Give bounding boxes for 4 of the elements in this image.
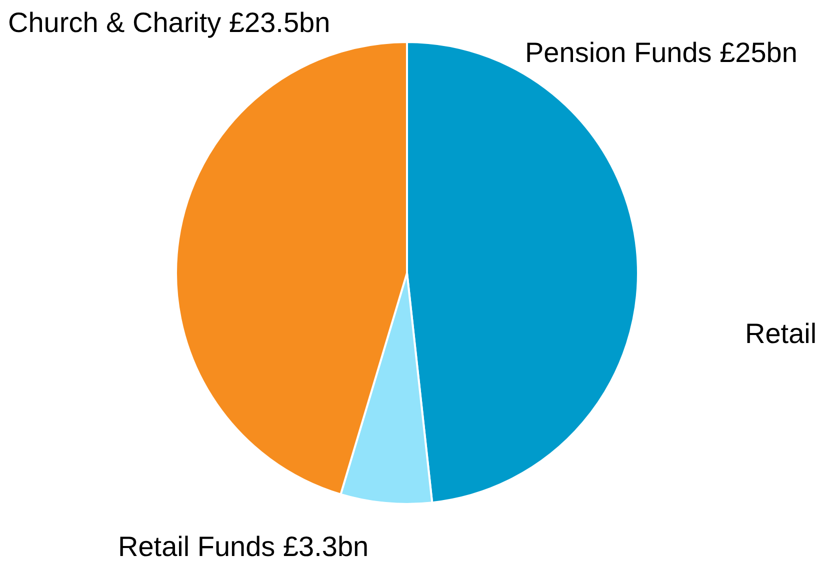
text: Retail bbox=[745, 318, 817, 349]
slice-label: Retail Funds £3.3bn bbox=[118, 531, 369, 561]
slice-label: Church & Charity £23.5bn bbox=[8, 7, 330, 38]
slice-label: Pension Funds £25bn bbox=[525, 37, 798, 68]
